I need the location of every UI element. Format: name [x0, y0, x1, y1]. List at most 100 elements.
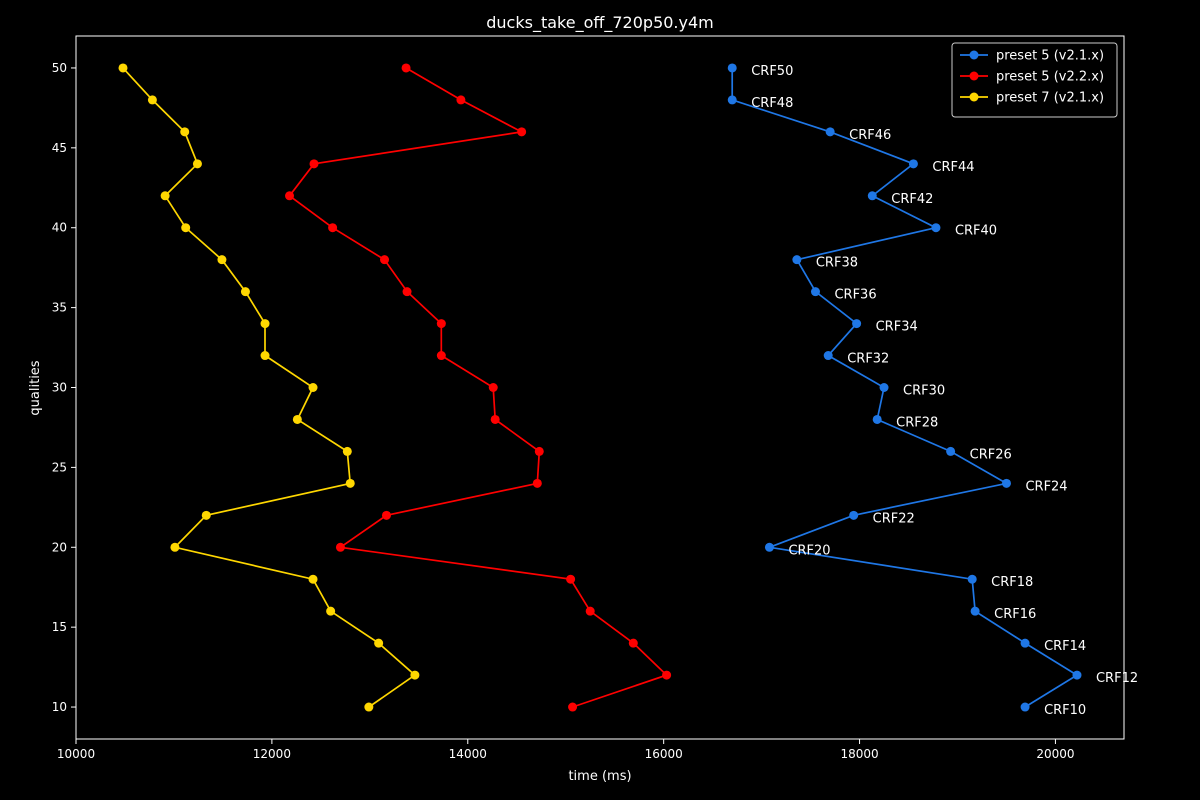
- x-tick-label: 20000: [1036, 747, 1074, 761]
- data-point: [335, 542, 345, 552]
- data-label: CRF10: [1044, 703, 1086, 718]
- data-point: [260, 319, 270, 329]
- data-point: [532, 478, 542, 488]
- data-label: CRF26: [970, 447, 1012, 462]
- data-point: [727, 95, 737, 105]
- legend-swatch-marker: [969, 50, 979, 60]
- data-point: [328, 223, 338, 233]
- data-point: [326, 606, 336, 616]
- data-label: CRF38: [816, 256, 858, 271]
- data-point: [967, 574, 977, 584]
- data-label: CRF24: [1025, 479, 1067, 494]
- data-label: CRF20: [788, 543, 830, 558]
- data-point: [534, 446, 544, 456]
- data-point: [118, 63, 128, 73]
- legend-frame: [951, 42, 1118, 118]
- data-point: [566, 574, 576, 584]
- data-label: CRF22: [873, 511, 915, 526]
- data-point: [342, 446, 352, 456]
- y-tick-label: 35: [52, 301, 67, 315]
- data-point: [192, 159, 202, 169]
- data-point: [201, 510, 211, 520]
- x-tick-label: 16000: [645, 747, 683, 761]
- y-tick-label: 25: [52, 460, 67, 474]
- legend: preset 5 (v2.1.x) preset 5 (v2.2.x) preset…: [951, 42, 1118, 118]
- data-point: [456, 95, 466, 105]
- data-point: [908, 159, 918, 169]
- data-point: [147, 95, 157, 105]
- data-point: [867, 191, 877, 201]
- data-point: [308, 383, 318, 392]
- data-point: [180, 127, 190, 137]
- data-point: [292, 414, 302, 424]
- x-axis-label: time (ms): [568, 769, 631, 784]
- data-point: [517, 127, 527, 137]
- data-point: [402, 287, 412, 297]
- data-point: [374, 638, 384, 648]
- data-point: [764, 542, 774, 552]
- data-point: [970, 606, 980, 616]
- data-point: [825, 127, 835, 137]
- data-point: [852, 319, 862, 329]
- data-label: CRF50: [751, 64, 793, 79]
- chart-title: ducks_take_off_720p50.y4m: [486, 13, 714, 33]
- data-point: [1072, 670, 1082, 680]
- legend-swatch-marker: [969, 92, 979, 102]
- x-axis: 10000 12000 14000 16000 18000 20000: [57, 739, 1075, 761]
- data-label: CRF30: [903, 384, 945, 399]
- data-point: [170, 542, 180, 552]
- data-point: [217, 255, 227, 265]
- series-line: [288, 67, 669, 708]
- x-tick-label: 10000: [57, 747, 95, 761]
- data-point: [792, 255, 802, 265]
- legend-entry: preset 5 (v2.2.x): [996, 70, 1104, 85]
- data-point: [285, 191, 295, 201]
- data-point: [490, 414, 500, 424]
- data-label: CRF34: [876, 320, 918, 335]
- data-point: [946, 446, 956, 456]
- data-label: CRF42: [891, 192, 933, 207]
- data-point: [879, 383, 889, 392]
- legend-entry: preset 7 (v2.1.x): [996, 91, 1104, 106]
- data-label: CRF32: [847, 352, 889, 367]
- data-label: CRF14: [1044, 639, 1086, 654]
- data-point: [488, 383, 498, 392]
- data-point: [381, 510, 391, 520]
- x-tick-label: 14000: [449, 747, 487, 761]
- y-tick-label: 10: [52, 700, 67, 714]
- data-point: [436, 319, 446, 329]
- data-point: [727, 63, 737, 73]
- y-tick-label: 50: [52, 61, 67, 75]
- data-point: [1020, 702, 1030, 712]
- x-tick-label: 18000: [840, 747, 878, 761]
- data-point: [345, 478, 355, 488]
- legend-swatch-marker: [969, 71, 979, 81]
- plot-area-frame: [75, 35, 1125, 740]
- data-point: [585, 606, 595, 616]
- data-point: [160, 191, 170, 201]
- legend-entry: preset 5 (v2.1.x): [996, 49, 1104, 64]
- data-point: [436, 351, 446, 361]
- y-tick-label: 15: [52, 620, 67, 634]
- data-point: [181, 223, 191, 233]
- y-tick-label: 45: [52, 141, 67, 155]
- data-point: [401, 63, 411, 73]
- y-tick-label: 20: [52, 540, 67, 554]
- data-label: CRF46: [849, 128, 891, 143]
- data-label: CRF12: [1096, 671, 1138, 686]
- y-tick-label: 40: [52, 221, 67, 235]
- data-point: [662, 670, 672, 680]
- data-label: CRF18: [991, 575, 1033, 590]
- data-point: [410, 670, 420, 680]
- data-point: [849, 510, 859, 520]
- data-point: [931, 223, 941, 233]
- data-point: [628, 638, 638, 648]
- data-point: [260, 351, 270, 361]
- data-label: CRF16: [994, 607, 1036, 622]
- series-layer: CRF50 CRF48 CRF46 CRF44 CRF42 CRF40 CRF38 CRF36…: [118, 63, 1138, 718]
- data-label: CRF48: [751, 96, 793, 111]
- series-line: [122, 67, 417, 708]
- data-point: [872, 414, 882, 424]
- series-1: CRF50 CRF48 CRF46 CRF44 CRF42 CRF40 CRF38 CRF36…: [727, 63, 1138, 718]
